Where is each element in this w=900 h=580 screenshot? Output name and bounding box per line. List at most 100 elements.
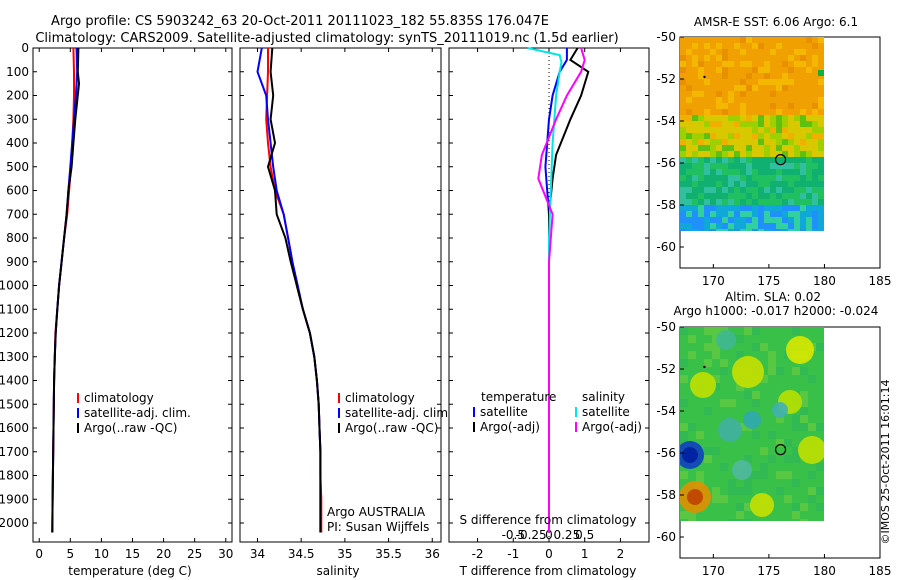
sla-cell	[696, 471, 704, 479]
sla-cell	[768, 359, 776, 367]
sst-cell	[686, 67, 693, 74]
sst-cell	[788, 151, 795, 158]
sst-cell	[800, 205, 807, 212]
sst-cell	[794, 229, 801, 231]
sst-cell	[686, 193, 693, 200]
sst-cell	[782, 37, 789, 44]
x-tick-label: 20	[156, 547, 171, 561]
sst-cell	[758, 217, 765, 224]
sst-cell	[680, 169, 687, 176]
sst-cell	[746, 43, 753, 50]
sst-cell	[770, 187, 777, 194]
sla-cell	[720, 399, 728, 407]
sst-cell	[806, 187, 813, 194]
sst-cell	[692, 61, 699, 68]
sla-cell	[784, 471, 792, 479]
sla-cell	[760, 447, 768, 455]
sst-cell	[758, 115, 765, 122]
sst-cell	[722, 133, 729, 140]
salinity-x-label: salinity	[316, 564, 359, 578]
sst-cell	[692, 169, 699, 176]
sst-cell	[788, 127, 795, 134]
sst-cell	[704, 133, 711, 140]
sst-cell	[788, 175, 795, 182]
sst-cell	[770, 223, 777, 230]
sst-cell	[740, 49, 747, 56]
sst-cell	[776, 211, 783, 218]
legend-label: Argo(..raw -QC)	[84, 421, 177, 435]
sst-cell	[782, 145, 789, 152]
y-tick-label: 700	[6, 207, 29, 221]
sst-cell	[764, 127, 771, 134]
sst-cell	[782, 169, 789, 176]
sla-cell	[712, 343, 720, 351]
sst-cell	[680, 85, 687, 92]
map-x-tick-label: 170	[702, 274, 725, 288]
sst-cell	[764, 151, 771, 158]
sst-cell	[794, 85, 801, 92]
sst-cell	[806, 217, 813, 224]
sla-anomaly	[690, 372, 716, 398]
sst-cell	[698, 127, 705, 134]
sst-cell	[722, 229, 729, 231]
sst-cell	[776, 115, 783, 122]
sst-cell	[788, 229, 795, 231]
sla-cell	[800, 391, 808, 399]
sst-cell	[818, 229, 824, 231]
sst-cell	[722, 199, 729, 206]
sst-cell	[698, 211, 705, 218]
sla-cell	[736, 335, 744, 343]
sst-cell	[746, 109, 753, 116]
sst-cell	[734, 37, 741, 44]
sla-cell	[800, 407, 808, 415]
sst-cell	[812, 217, 819, 224]
sst-cell	[800, 139, 807, 146]
sst-cell	[764, 115, 771, 122]
sst-cell	[770, 43, 777, 50]
x-tick-label: 25	[187, 547, 202, 561]
sst-cell	[704, 157, 711, 164]
sst-cell	[722, 151, 729, 158]
sst-cell	[782, 205, 789, 212]
sla-cell	[688, 511, 696, 519]
sst-cell	[764, 211, 771, 218]
sst-cell	[692, 103, 699, 110]
sst-cell	[686, 97, 693, 104]
sst-cell	[704, 199, 711, 206]
sst-cell	[710, 229, 717, 231]
sst-cell	[776, 145, 783, 152]
sst-cell	[692, 121, 699, 128]
sla-cell	[800, 423, 808, 431]
sst-cell	[680, 139, 687, 146]
sst-cell	[710, 139, 717, 146]
sst-cell	[800, 61, 807, 68]
sst-cell	[734, 217, 741, 224]
sst-cell	[740, 67, 747, 74]
sst-cell	[758, 109, 765, 116]
sla-cell	[744, 487, 752, 495]
sla-cell	[776, 471, 784, 479]
sst-cell	[686, 187, 693, 194]
sst-cell	[716, 163, 723, 170]
legend-label: satellite	[480, 405, 528, 419]
sst-cell	[710, 205, 717, 212]
x-tick-label: 36	[425, 547, 440, 561]
sst-cell	[788, 187, 795, 194]
sst-cell	[758, 193, 765, 200]
sst-cell	[776, 43, 783, 50]
sst-cell	[710, 211, 717, 218]
sst-cell	[770, 211, 777, 218]
sst-cell	[752, 67, 759, 74]
sst-cell	[698, 67, 705, 74]
sst-cell	[770, 193, 777, 200]
sst-cell	[806, 169, 813, 176]
sst-cell	[758, 79, 765, 86]
sla-map-panel: Altim. SLA: 0.02 Argo h1000: -0.017 h200…	[656, 290, 891, 578]
sst-cell	[752, 217, 759, 224]
x-tick-label: -1	[507, 547, 519, 561]
sst-cell	[800, 151, 807, 158]
y-tick-label: 400	[6, 136, 29, 150]
sst-cell	[680, 91, 687, 98]
sst-cell	[716, 97, 723, 104]
sst-cell	[710, 199, 717, 206]
